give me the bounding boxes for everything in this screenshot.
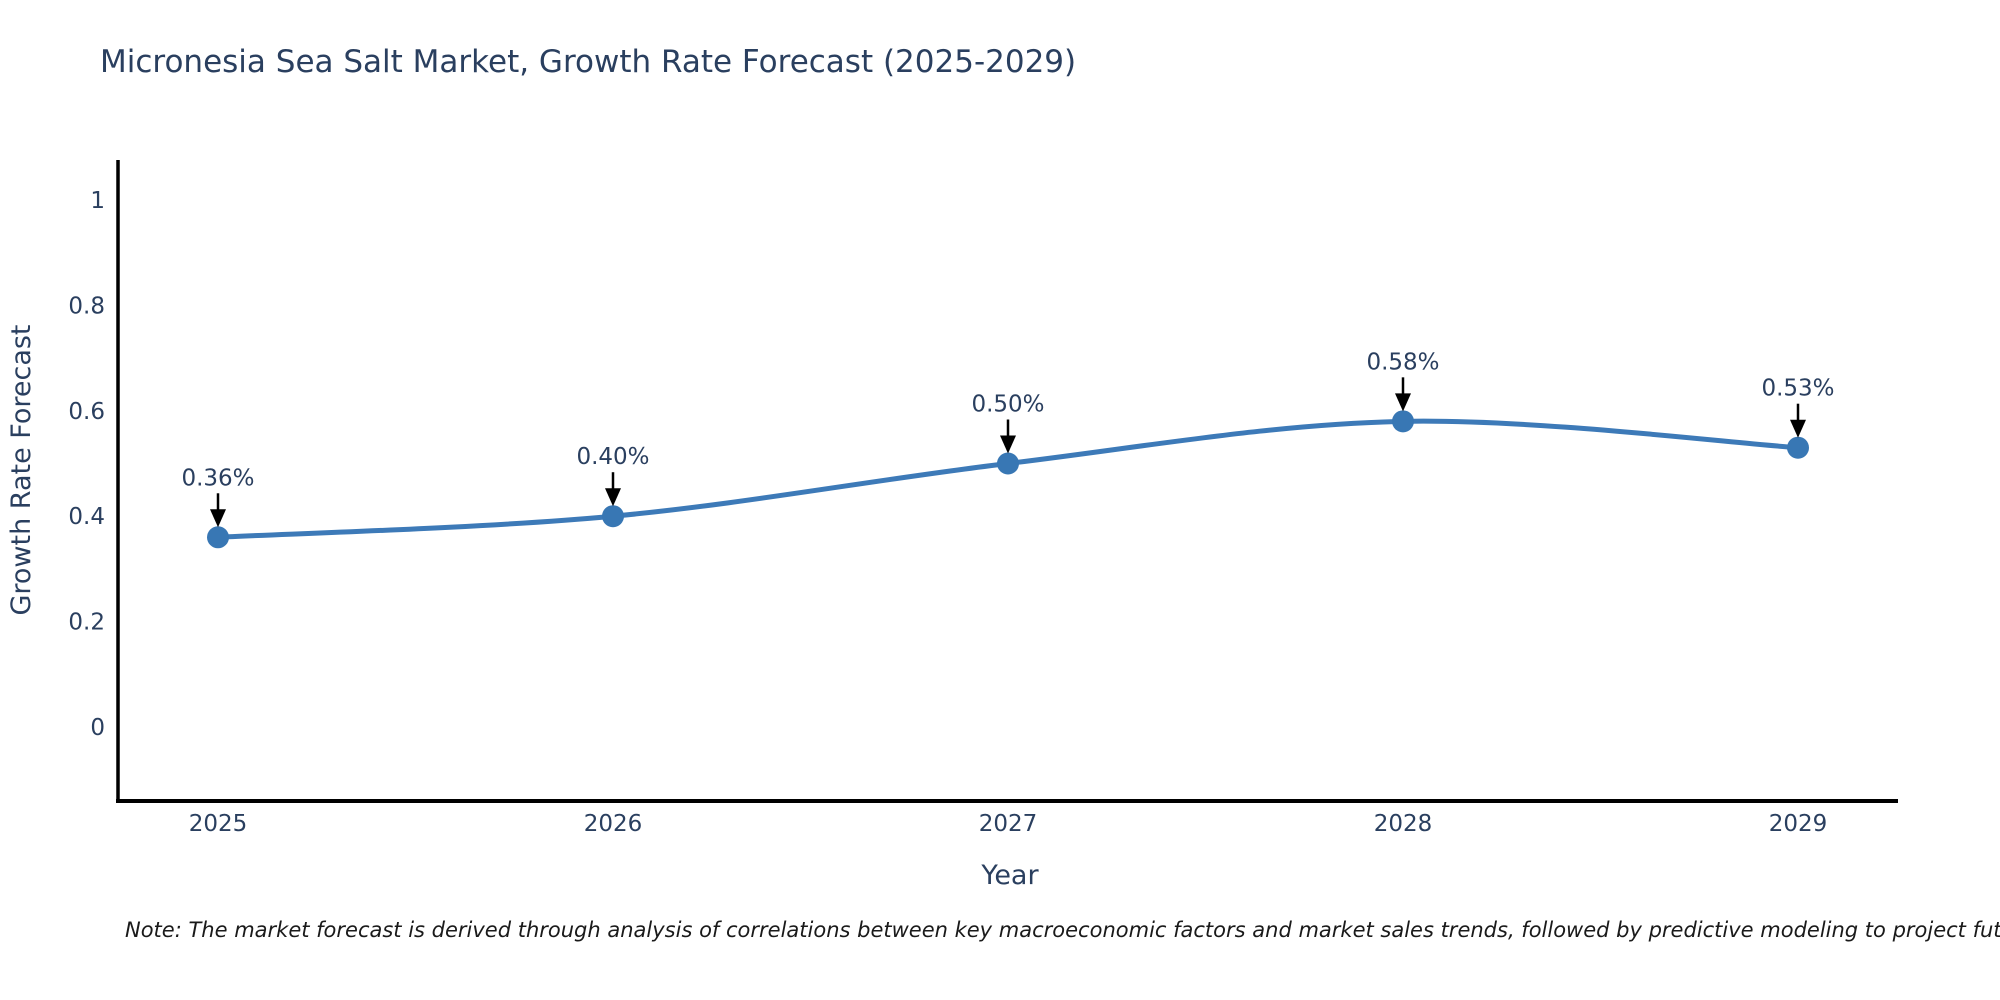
annotation-arrowhead-icon bbox=[1395, 393, 1411, 412]
y-axis-tick-labels: 0 0.2 0.4 0.6 0.8 1 bbox=[68, 188, 105, 741]
annotation-arrowhead-icon bbox=[210, 509, 226, 528]
x-axis-title: Year bbox=[980, 860, 1039, 891]
chart-title: Micronesia Sea Salt Market, Growth Rate … bbox=[100, 44, 1077, 80]
annotation-arrowhead-icon bbox=[1000, 435, 1016, 454]
y-axis-title: Growth Rate Forecast bbox=[6, 324, 37, 615]
y-tick-label: 1 bbox=[90, 188, 105, 214]
x-tick-label: 2027 bbox=[979, 811, 1038, 837]
x-tick-label: 2026 bbox=[584, 811, 643, 837]
data-point-markers bbox=[207, 410, 1809, 549]
chart-note: Note: The market forecast is derived thr… bbox=[125, 918, 2000, 942]
y-tick-label: 0 bbox=[90, 715, 105, 741]
y-tick-label: 0.2 bbox=[68, 610, 105, 636]
annotation-value-label: 0.53% bbox=[1761, 376, 1834, 402]
data-point-marker[interactable] bbox=[602, 505, 624, 528]
y-tick-label: 0.4 bbox=[68, 504, 105, 530]
data-point-marker[interactable] bbox=[1392, 410, 1414, 433]
data-point-marker[interactable] bbox=[1787, 436, 1809, 459]
data-point-marker[interactable] bbox=[997, 452, 1019, 475]
point-annotations: 0.36% 0.40% 0.50% 0.58% 0.53% bbox=[181, 349, 1835, 528]
data-point-marker[interactable] bbox=[207, 526, 229, 549]
annotation-value-label: 0.50% bbox=[971, 392, 1044, 418]
annotation-value-label: 0.58% bbox=[1366, 349, 1439, 375]
x-tick-label: 2029 bbox=[1769, 811, 1828, 837]
x-axis-tick-labels: 2025 2026 2027 2028 2029 bbox=[189, 811, 1828, 837]
y-tick-label: 0.6 bbox=[68, 399, 105, 425]
annotation-value-label: 0.40% bbox=[576, 444, 649, 470]
annotation-value-label: 0.36% bbox=[181, 465, 254, 491]
x-tick-label: 2025 bbox=[189, 811, 248, 837]
annotation-arrowhead-icon bbox=[1790, 419, 1806, 438]
annotation-arrowhead-icon bbox=[605, 488, 621, 507]
x-tick-label: 2028 bbox=[1374, 811, 1433, 837]
y-tick-label: 0.8 bbox=[68, 293, 105, 319]
